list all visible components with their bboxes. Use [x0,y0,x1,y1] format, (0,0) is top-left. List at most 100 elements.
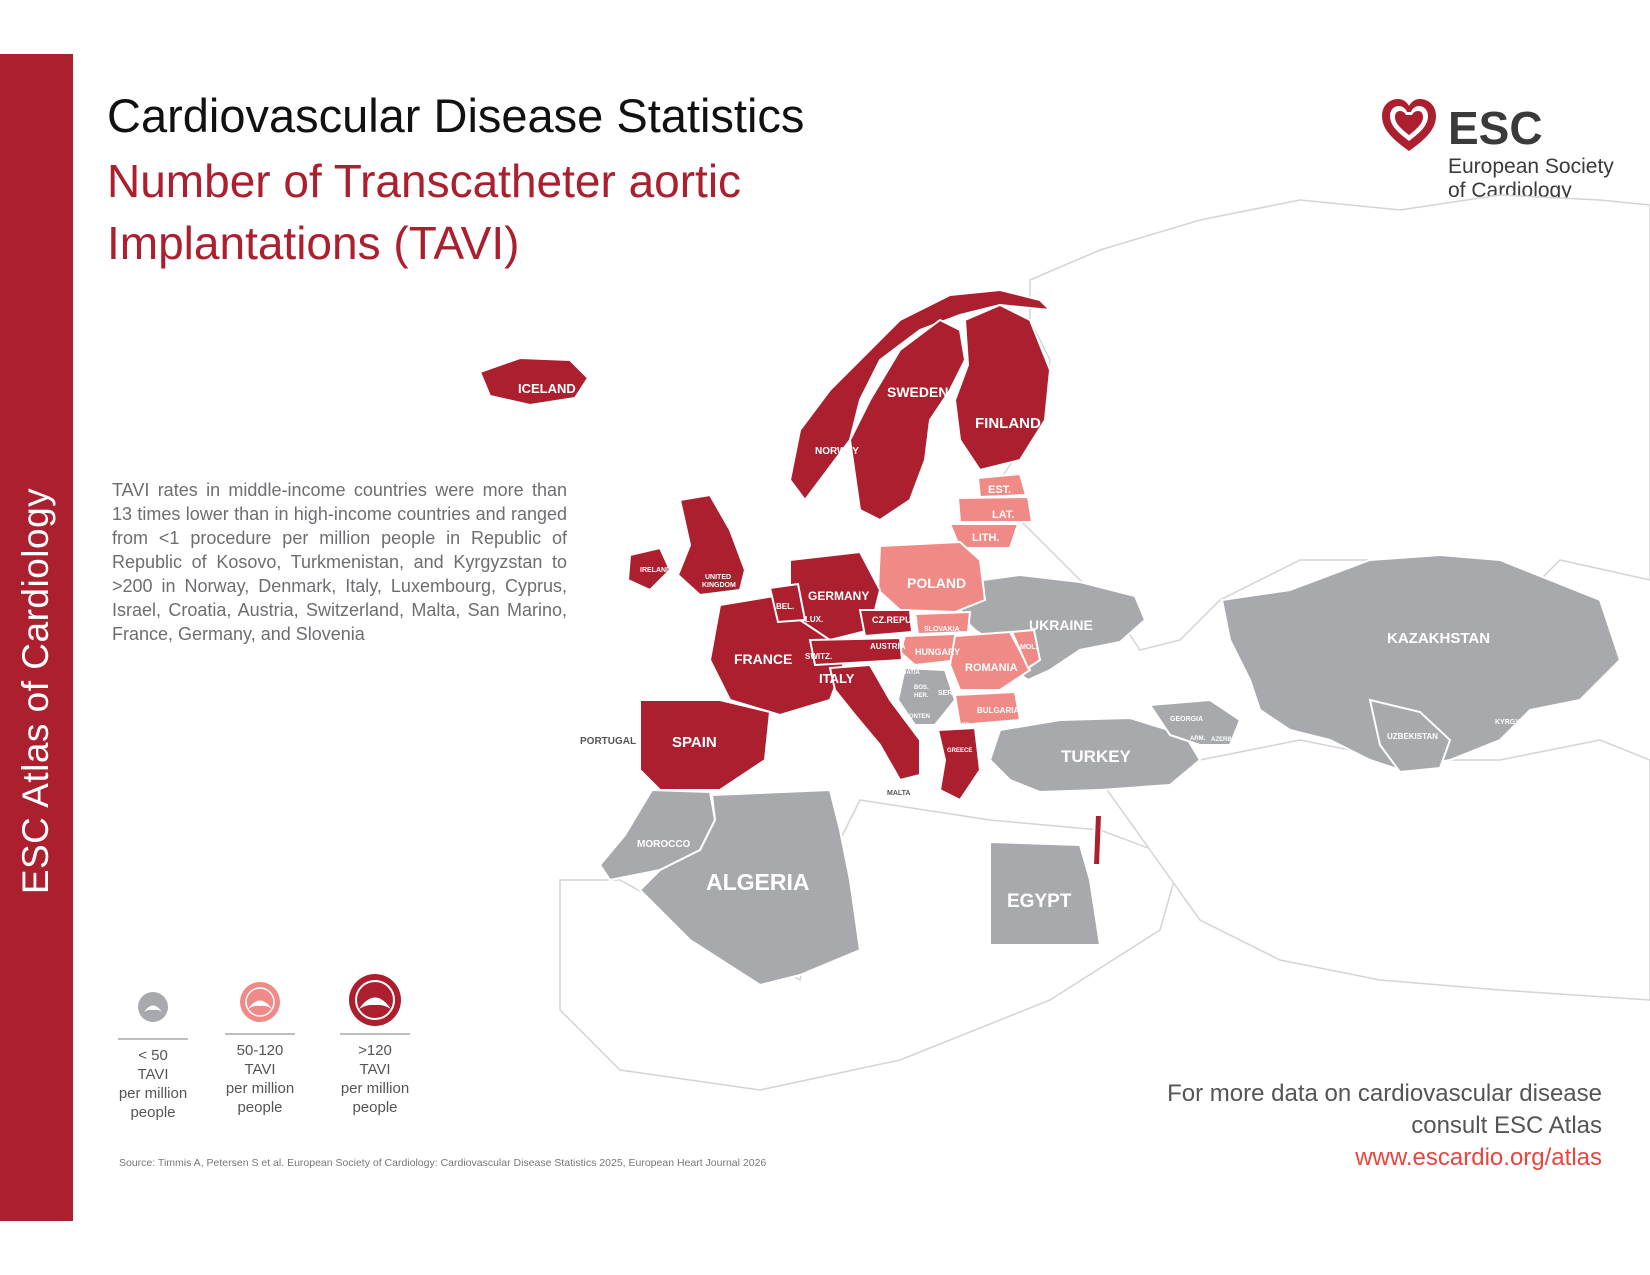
legend-high-range: >120 [358,1042,392,1059]
label-arm: ARM. [1190,736,1206,742]
label-slo: SLO. [875,664,891,671]
label-monten: MONTEN [904,714,930,720]
country-uzbekistan [1368,698,1452,774]
label-turkey: TURKEY [1061,747,1132,766]
label-bos1: BOS. [914,685,929,691]
legend-low-unit: TAVI [137,1066,169,1083]
country-romania [948,630,1032,691]
country-finland [953,303,1052,472]
label-hungary: HUNGARY [915,647,960,657]
label-georgia: GEORGIA [1170,716,1203,723]
label-romania: ROMANIA [965,662,1018,674]
page-subtitle: Number of Transcatheter aortic Implantat… [107,155,742,269]
country-austria-switz [808,636,904,667]
legend-mid-line3: people [237,1099,283,1116]
label-bos2: HER. [914,693,929,699]
label-egypt: EGYPT [1007,891,1072,912]
heart-valve-icon-low [118,992,188,1040]
country-spain-portugal [639,699,772,791]
label-france: FRANCE [734,651,792,667]
label-ukraine: UKRAINE [1029,617,1093,633]
heart-valve-icon-mid [225,982,295,1035]
country-italy [828,663,921,782]
country-czech [858,609,914,638]
label-portugal: PORTUGAL [580,736,636,747]
label-austria: AUSTRIA [870,642,906,651]
label-lith: LITH. [972,532,1000,544]
cta-line2: consult ESC Atlas [1411,1112,1602,1139]
country-iceland [478,356,590,407]
cta-line1: For more data on cardiovascular disease [1167,1080,1602,1107]
label-bel: BEL. [776,602,794,611]
heart-logo-icon [1382,99,1436,151]
country-uk [676,493,747,597]
country-egypt [989,840,1102,946]
country-slovakia [913,610,972,636]
label-azerbaijan: AZERBAIJAN [1211,737,1250,743]
description-text: TAVI rates in middle-income countries we… [112,480,567,644]
label-kyrgyzstan: KYRGYZSTAN [1495,719,1543,726]
country-norway [788,288,1053,502]
legend-mid: 50-120 TAVI per million people [210,980,310,1117]
label-uzbekistan: UZBEKISTAN [1387,732,1438,741]
country-moldova [1010,628,1042,670]
country-estonia [976,472,1028,499]
legend-low-line2: per million [118,1085,188,1102]
label-switz: SWITZ. [805,652,832,661]
legend-low: < 50 TAVI per million people [103,985,203,1122]
esc-logo: ESC European Society of Cardiology [1378,95,1618,205]
label-sweden: SWEDEN [887,384,948,400]
page-title: Cardiovascular Disease Statistics [107,89,805,142]
country-lithuania [948,523,1020,549]
country-kazakhstan [1220,553,1622,772]
label-maced: MACED. [948,723,972,729]
logo-subtitle: European Society of Cardiology [1448,155,1614,202]
label-norway: NORWAY [815,446,859,457]
country-bulgaria [953,690,1022,727]
legend-high-line2: per million [340,1080,410,1097]
country-sweden [848,318,967,522]
label-est: EST. [988,484,1011,496]
label-lux: LUX. [805,615,823,624]
label-spain: SPAIN [672,734,717,751]
label-croatia: CROATIA [893,670,921,676]
heart-valve-icon-high [340,974,410,1035]
legend-low-range: < 50 [138,1047,168,1064]
country-algeria [638,788,862,987]
label-mol: MOL. [1020,644,1038,651]
legend-high-line3: people [352,1099,398,1116]
label-slovakia: SLOVAKIA [924,626,960,633]
label-italy: ITALY [819,671,855,686]
country-georgia-armenia-azerbaijan [1148,698,1242,746]
label-malta: MALTA [887,790,910,797]
logo-word: ESC [1448,102,1543,154]
legend-mid-line2: per million [225,1080,295,1097]
label-lat: LAT. [992,509,1014,521]
label-poland: POLAND [907,575,966,591]
country-turkey [988,716,1202,794]
label-iceland: ICELAND [518,381,576,396]
country-benelux [768,582,807,624]
legend-high: >120 TAVI per million people [325,972,425,1117]
label-kazakhstan: KAZAKHSTAN [1387,630,1490,647]
label-finland: FINLAND [975,415,1041,432]
country-israel [1091,814,1104,866]
cta-block: For more data on cardiovascular disease … [1167,1078,1602,1174]
source-note: Source: Timmis A, Petersen S et al. Euro… [119,1157,767,1169]
label-greece: GREECE [947,748,972,754]
label-bulgaria: BULGARIA [977,706,1019,715]
label-uk-line1: UNITED [705,574,731,581]
country-greece [936,726,982,802]
legend-low-line3: people [130,1104,176,1121]
cta-link[interactable]: www.escardio.org/atlas [1355,1144,1602,1171]
label-ireland: IRELAND [640,567,671,574]
country-poland [876,540,987,614]
country-ireland [626,546,672,592]
label-germany: GERMANY [808,589,869,603]
label-serbia: SERBIA [938,690,964,697]
legend-mid-unit: TAVI [244,1061,276,1078]
label-uk-line2: KINGDOM [702,582,736,589]
country-latvia [956,495,1034,523]
country-serbia-balkans [896,666,957,726]
legend-mid-range: 50-120 [236,1042,284,1059]
